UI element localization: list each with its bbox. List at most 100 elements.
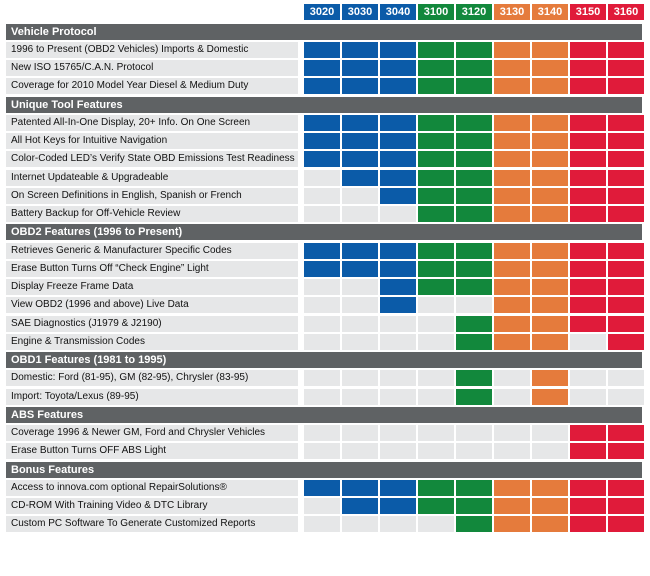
unsupported-cell-3030 xyxy=(342,443,378,460)
supported-cell-3100 xyxy=(418,242,454,259)
supported-cell-3100 xyxy=(418,206,454,222)
unsupported-cell-3120 xyxy=(456,443,492,460)
supported-cell-3130 xyxy=(494,279,530,295)
unsupported-cell-3020 xyxy=(304,206,340,222)
supported-cell-3120 xyxy=(456,242,492,259)
supported-cell-3130 xyxy=(494,498,530,514)
supported-cell-3140 xyxy=(532,333,568,350)
supported-cell-3040 xyxy=(380,169,416,186)
supported-cell-3130 xyxy=(494,133,530,149)
supported-cell-3160 xyxy=(608,315,644,332)
supported-cell-3130 xyxy=(494,114,530,131)
supported-cell-3020 xyxy=(304,60,340,76)
supported-cell-3030 xyxy=(342,78,378,95)
unsupported-cell-3150 xyxy=(570,333,606,350)
supported-cell-3100 xyxy=(418,260,454,277)
model-header-3140: 3140 xyxy=(532,4,568,20)
supported-cell-3140 xyxy=(532,315,568,332)
supported-cell-3040 xyxy=(380,242,416,259)
supported-cell-3120 xyxy=(456,41,492,58)
supported-cell-3030 xyxy=(342,114,378,131)
unsupported-cell-3020 xyxy=(304,187,340,204)
supported-cell-3100 xyxy=(418,498,454,514)
section-header: Unique Tool Features xyxy=(6,96,642,113)
supported-cell-3130 xyxy=(494,41,530,58)
supported-cell-3150 xyxy=(570,425,606,441)
supported-cell-3130 xyxy=(494,187,530,204)
supported-cell-3120 xyxy=(456,516,492,533)
unsupported-cell-3160 xyxy=(608,370,644,387)
unsupported-cell-3120 xyxy=(456,425,492,441)
supported-cell-3140 xyxy=(532,41,568,58)
supported-cell-3160 xyxy=(608,279,644,295)
supported-cell-3020 xyxy=(304,242,340,259)
unsupported-cell-3150 xyxy=(570,370,606,387)
supported-cell-3040 xyxy=(380,498,416,514)
supported-cell-3160 xyxy=(608,78,644,95)
unsupported-cell-3100 xyxy=(418,516,454,533)
supported-cell-3160 xyxy=(608,425,644,441)
unsupported-cell-3030 xyxy=(342,516,378,533)
supported-cell-3100 xyxy=(418,279,454,295)
supported-cell-3120 xyxy=(456,498,492,514)
feature-label: Battery Backup for Off-Vehicle Review xyxy=(6,206,298,222)
supported-cell-3130 xyxy=(494,78,530,95)
supported-cell-3120 xyxy=(456,315,492,332)
feature-label: Custom PC Software To Generate Customize… xyxy=(6,516,298,533)
section-header: OBD2 Features (1996 to Present) xyxy=(6,224,642,241)
supported-cell-3140 xyxy=(532,297,568,314)
supported-cell-3020 xyxy=(304,41,340,58)
section-header: ABS Features xyxy=(6,406,642,423)
unsupported-cell-3120 xyxy=(456,297,492,314)
model-header-3040: 3040 xyxy=(380,4,416,20)
unsupported-cell-3020 xyxy=(304,388,340,405)
supported-cell-3130 xyxy=(494,479,530,496)
supported-cell-3120 xyxy=(456,206,492,222)
supported-cell-3160 xyxy=(608,333,644,350)
feature-label: SAE Diagnostics (J1979 & J2190) xyxy=(6,315,298,332)
supported-cell-3150 xyxy=(570,206,606,222)
supported-cell-3130 xyxy=(494,516,530,533)
model-header-3160: 3160 xyxy=(608,4,644,20)
supported-cell-3120 xyxy=(456,370,492,387)
feature-label: Erase Button Turns OFF ABS Light xyxy=(6,443,298,460)
supported-cell-3160 xyxy=(608,114,644,131)
supported-cell-3150 xyxy=(570,133,606,149)
supported-cell-3040 xyxy=(380,297,416,314)
supported-cell-3040 xyxy=(380,41,416,58)
supported-cell-3150 xyxy=(570,516,606,533)
unsupported-cell-3020 xyxy=(304,443,340,460)
feature-label: Patented All-In-One Display, 20+ Info. O… xyxy=(6,114,298,131)
supported-cell-3160 xyxy=(608,260,644,277)
unsupported-cell-3130 xyxy=(494,370,530,387)
unsupported-cell-3160 xyxy=(608,388,644,405)
supported-cell-3140 xyxy=(532,151,568,168)
model-header-3120: 3120 xyxy=(456,4,492,20)
supported-cell-3140 xyxy=(532,133,568,149)
supported-cell-3130 xyxy=(494,333,530,350)
supported-cell-3020 xyxy=(304,78,340,95)
supported-cell-3160 xyxy=(608,242,644,259)
unsupported-cell-3020 xyxy=(304,516,340,533)
supported-cell-3150 xyxy=(570,498,606,514)
supported-cell-3150 xyxy=(570,260,606,277)
feature-label: Engine & Transmission Codes xyxy=(6,333,298,350)
supported-cell-3040 xyxy=(380,279,416,295)
supported-cell-3150 xyxy=(570,114,606,131)
supported-cell-3140 xyxy=(532,206,568,222)
supported-cell-3120 xyxy=(456,169,492,186)
unsupported-cell-3020 xyxy=(304,297,340,314)
supported-cell-3120 xyxy=(456,60,492,76)
supported-cell-3160 xyxy=(608,479,644,496)
supported-cell-3040 xyxy=(380,260,416,277)
supported-cell-3140 xyxy=(532,498,568,514)
feature-label: Coverage 1996 & Newer GM, Ford and Chrys… xyxy=(6,425,298,441)
unsupported-cell-3040 xyxy=(380,370,416,387)
supported-cell-3160 xyxy=(608,151,644,168)
supported-cell-3160 xyxy=(608,498,644,514)
feature-label: Domestic: Ford (81-95), GM (82-95), Chry… xyxy=(6,370,298,387)
model-header-3030: 3030 xyxy=(342,4,378,20)
supported-cell-3020 xyxy=(304,151,340,168)
supported-cell-3120 xyxy=(456,279,492,295)
feature-label: Retrieves Generic & Manufacturer Specifi… xyxy=(6,242,298,259)
